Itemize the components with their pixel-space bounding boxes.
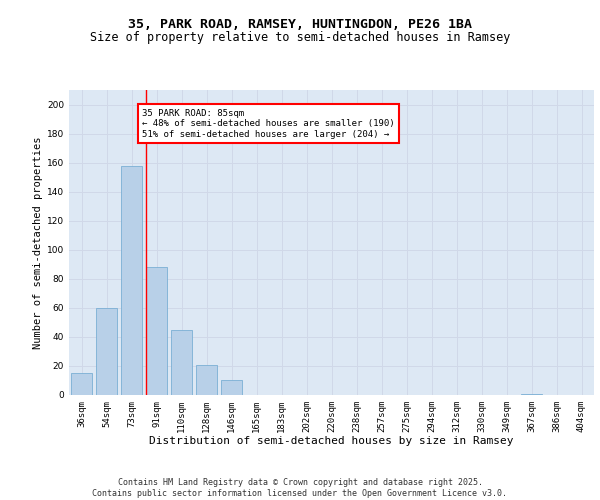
Bar (196, 364, 217, 395)
Text: Contains HM Land Registry data © Crown copyright and database right 2025.
Contai: Contains HM Land Registry data © Crown c… (92, 478, 508, 498)
X-axis label: Distribution of semi-detached houses by size in Ramsey: Distribution of semi-detached houses by … (149, 436, 514, 446)
Bar (521, 394, 542, 395)
Bar (71, 373, 92, 395)
Bar (171, 330, 192, 395)
Bar (146, 267, 167, 395)
Bar (121, 166, 142, 395)
Text: 35 PARK ROAD: 85sqm
← 48% of semi-detached houses are smaller (190)
51% of semi-: 35 PARK ROAD: 85sqm ← 48% of semi-detach… (142, 109, 395, 138)
Text: 35, PARK ROAD, RAMSEY, HUNTINGDON, PE26 1BA: 35, PARK ROAD, RAMSEY, HUNTINGDON, PE26 … (128, 18, 472, 30)
Bar (221, 380, 242, 395)
Y-axis label: Number of semi-detached properties: Number of semi-detached properties (33, 136, 43, 349)
Text: Size of property relative to semi-detached houses in Ramsey: Size of property relative to semi-detach… (90, 31, 510, 44)
Bar (96, 308, 117, 395)
